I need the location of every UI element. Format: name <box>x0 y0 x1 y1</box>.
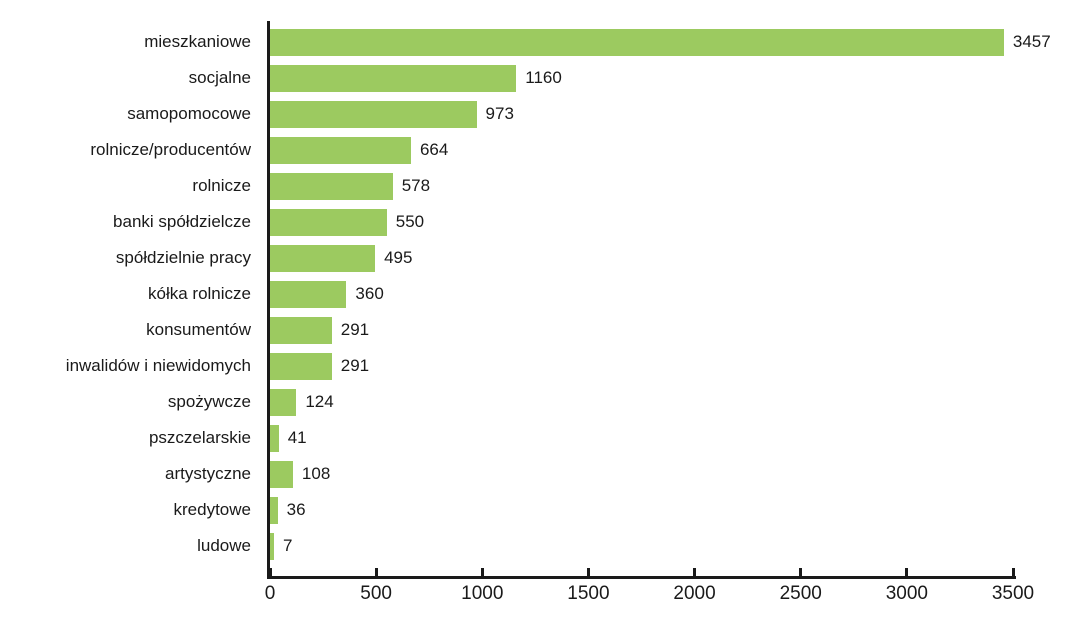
value-label: 973 <box>485 104 514 123</box>
bar-track: 291 <box>270 316 1013 344</box>
category-label: rolnicze/producentów <box>90 140 251 159</box>
bar <box>270 496 278 524</box>
bar <box>270 28 1004 56</box>
bar <box>270 532 274 560</box>
bar <box>270 100 477 128</box>
value-label: 1160 <box>525 68 562 87</box>
bar-row: kółka rolnicze 360 <box>0 276 1080 312</box>
category-label: samopomocowe <box>127 104 251 123</box>
bar <box>270 64 517 92</box>
bar-track: 1160 <box>270 64 1013 92</box>
x-tick-label: 2500 <box>779 583 822 604</box>
bar-row: inwalidów i niewidomych 291 <box>0 348 1080 384</box>
bar <box>270 460 293 488</box>
bar-track: 41 <box>270 424 1013 452</box>
x-tick-label: 1000 <box>461 583 504 604</box>
value-label: 41 <box>287 428 307 447</box>
x-tick-label: 500 <box>360 583 392 604</box>
bar <box>270 172 393 200</box>
bar <box>270 388 297 416</box>
bar-track: 108 <box>270 460 1013 488</box>
x-tick <box>480 568 484 576</box>
bar-row: rolnicze/producentów 664 <box>0 132 1080 168</box>
x-axis-line <box>267 576 1016 579</box>
bar-track: 3457 <box>270 28 1051 56</box>
bar-track: 360 <box>270 280 1013 308</box>
bar-track: 664 <box>270 136 1013 164</box>
y-axis-line <box>267 21 270 579</box>
category-label: konsumentów <box>146 320 251 339</box>
bar-track: 7 <box>270 532 1013 560</box>
value-label: 108 <box>301 464 331 483</box>
category-label: spożywcze <box>167 392 251 411</box>
value-label: 550 <box>395 212 425 231</box>
x-tick <box>1011 568 1015 576</box>
bar-track: 973 <box>270 100 1013 128</box>
bar-row: artystyczne 108 <box>0 456 1080 492</box>
category-label: spółdzielnie pracy <box>115 248 251 267</box>
value-label: 7 <box>283 536 293 555</box>
category-label: inwalidów i niewidomych <box>65 356 251 375</box>
x-tick-label: 0 <box>264 583 276 604</box>
x-tick-label: 2000 <box>673 583 716 604</box>
x-tick-label: 3000 <box>885 583 928 604</box>
bar-row: mieszkaniowe 3457 <box>0 24 1080 60</box>
category-label: rolnicze <box>192 176 251 195</box>
value-label: 495 <box>384 248 413 267</box>
category-label: pszczelarskie <box>148 428 251 447</box>
category-label: artystyczne <box>165 464 251 483</box>
bar-row: kredytowe 36 <box>0 492 1080 528</box>
value-label: 124 <box>305 392 334 411</box>
bar-track: 124 <box>270 388 1013 416</box>
value-label: 578 <box>401 176 431 195</box>
bar <box>270 424 279 452</box>
bar-row: spożywcze 124 <box>0 384 1080 420</box>
x-tick-label: 1500 <box>567 583 610 604</box>
bar-row: pszczelarskie 41 <box>0 420 1080 456</box>
x-tick-label: 3500 <box>991 583 1035 604</box>
bar <box>270 208 387 236</box>
category-label: mieszkaniowe <box>144 32 251 51</box>
x-tick <box>799 568 803 576</box>
bar-row: konsumentów 291 <box>0 312 1080 348</box>
bar-row: spółdzielnie pracy 495 <box>0 240 1080 276</box>
category-label: kredytowe <box>173 500 251 519</box>
bar-row: banki spółdzielcze 550 <box>0 204 1080 240</box>
bar-track: 550 <box>270 208 1013 236</box>
x-tick <box>268 568 272 576</box>
bar <box>270 280 347 308</box>
bar-track: 495 <box>270 244 1013 272</box>
bar-track: 578 <box>270 172 1013 200</box>
bar-row: samopomocowe 973 <box>0 96 1080 132</box>
category-label: kółka rolnicze <box>148 284 251 303</box>
value-label: 664 <box>419 140 449 159</box>
x-tick <box>693 568 697 576</box>
bar-row: rolnicze 578 <box>0 168 1080 204</box>
bar <box>270 244 376 272</box>
category-label: ludowe <box>197 536 251 555</box>
bar-row: ludowe 7 <box>0 528 1080 564</box>
value-label: 36 <box>286 500 306 519</box>
bar-track: 291 <box>270 352 1013 380</box>
bar <box>270 352 332 380</box>
value-label: 3457 <box>1012 32 1051 51</box>
category-label: banki spółdzielcze <box>113 212 251 231</box>
category-label: socjalne <box>188 68 251 87</box>
value-label: 291 <box>340 356 370 375</box>
x-tick <box>586 568 590 576</box>
x-tick <box>905 568 909 576</box>
bar-track: 36 <box>270 496 1013 524</box>
bar <box>270 316 332 344</box>
value-label: 360 <box>355 284 384 303</box>
value-label: 291 <box>340 320 370 339</box>
bar-row: socjalne 1160 <box>0 60 1080 96</box>
bar-rows: mieszkaniowe 3457 socjalne 1160 samopomocowe… <box>0 24 1080 564</box>
x-tick <box>374 568 378 576</box>
bar <box>270 136 411 164</box>
